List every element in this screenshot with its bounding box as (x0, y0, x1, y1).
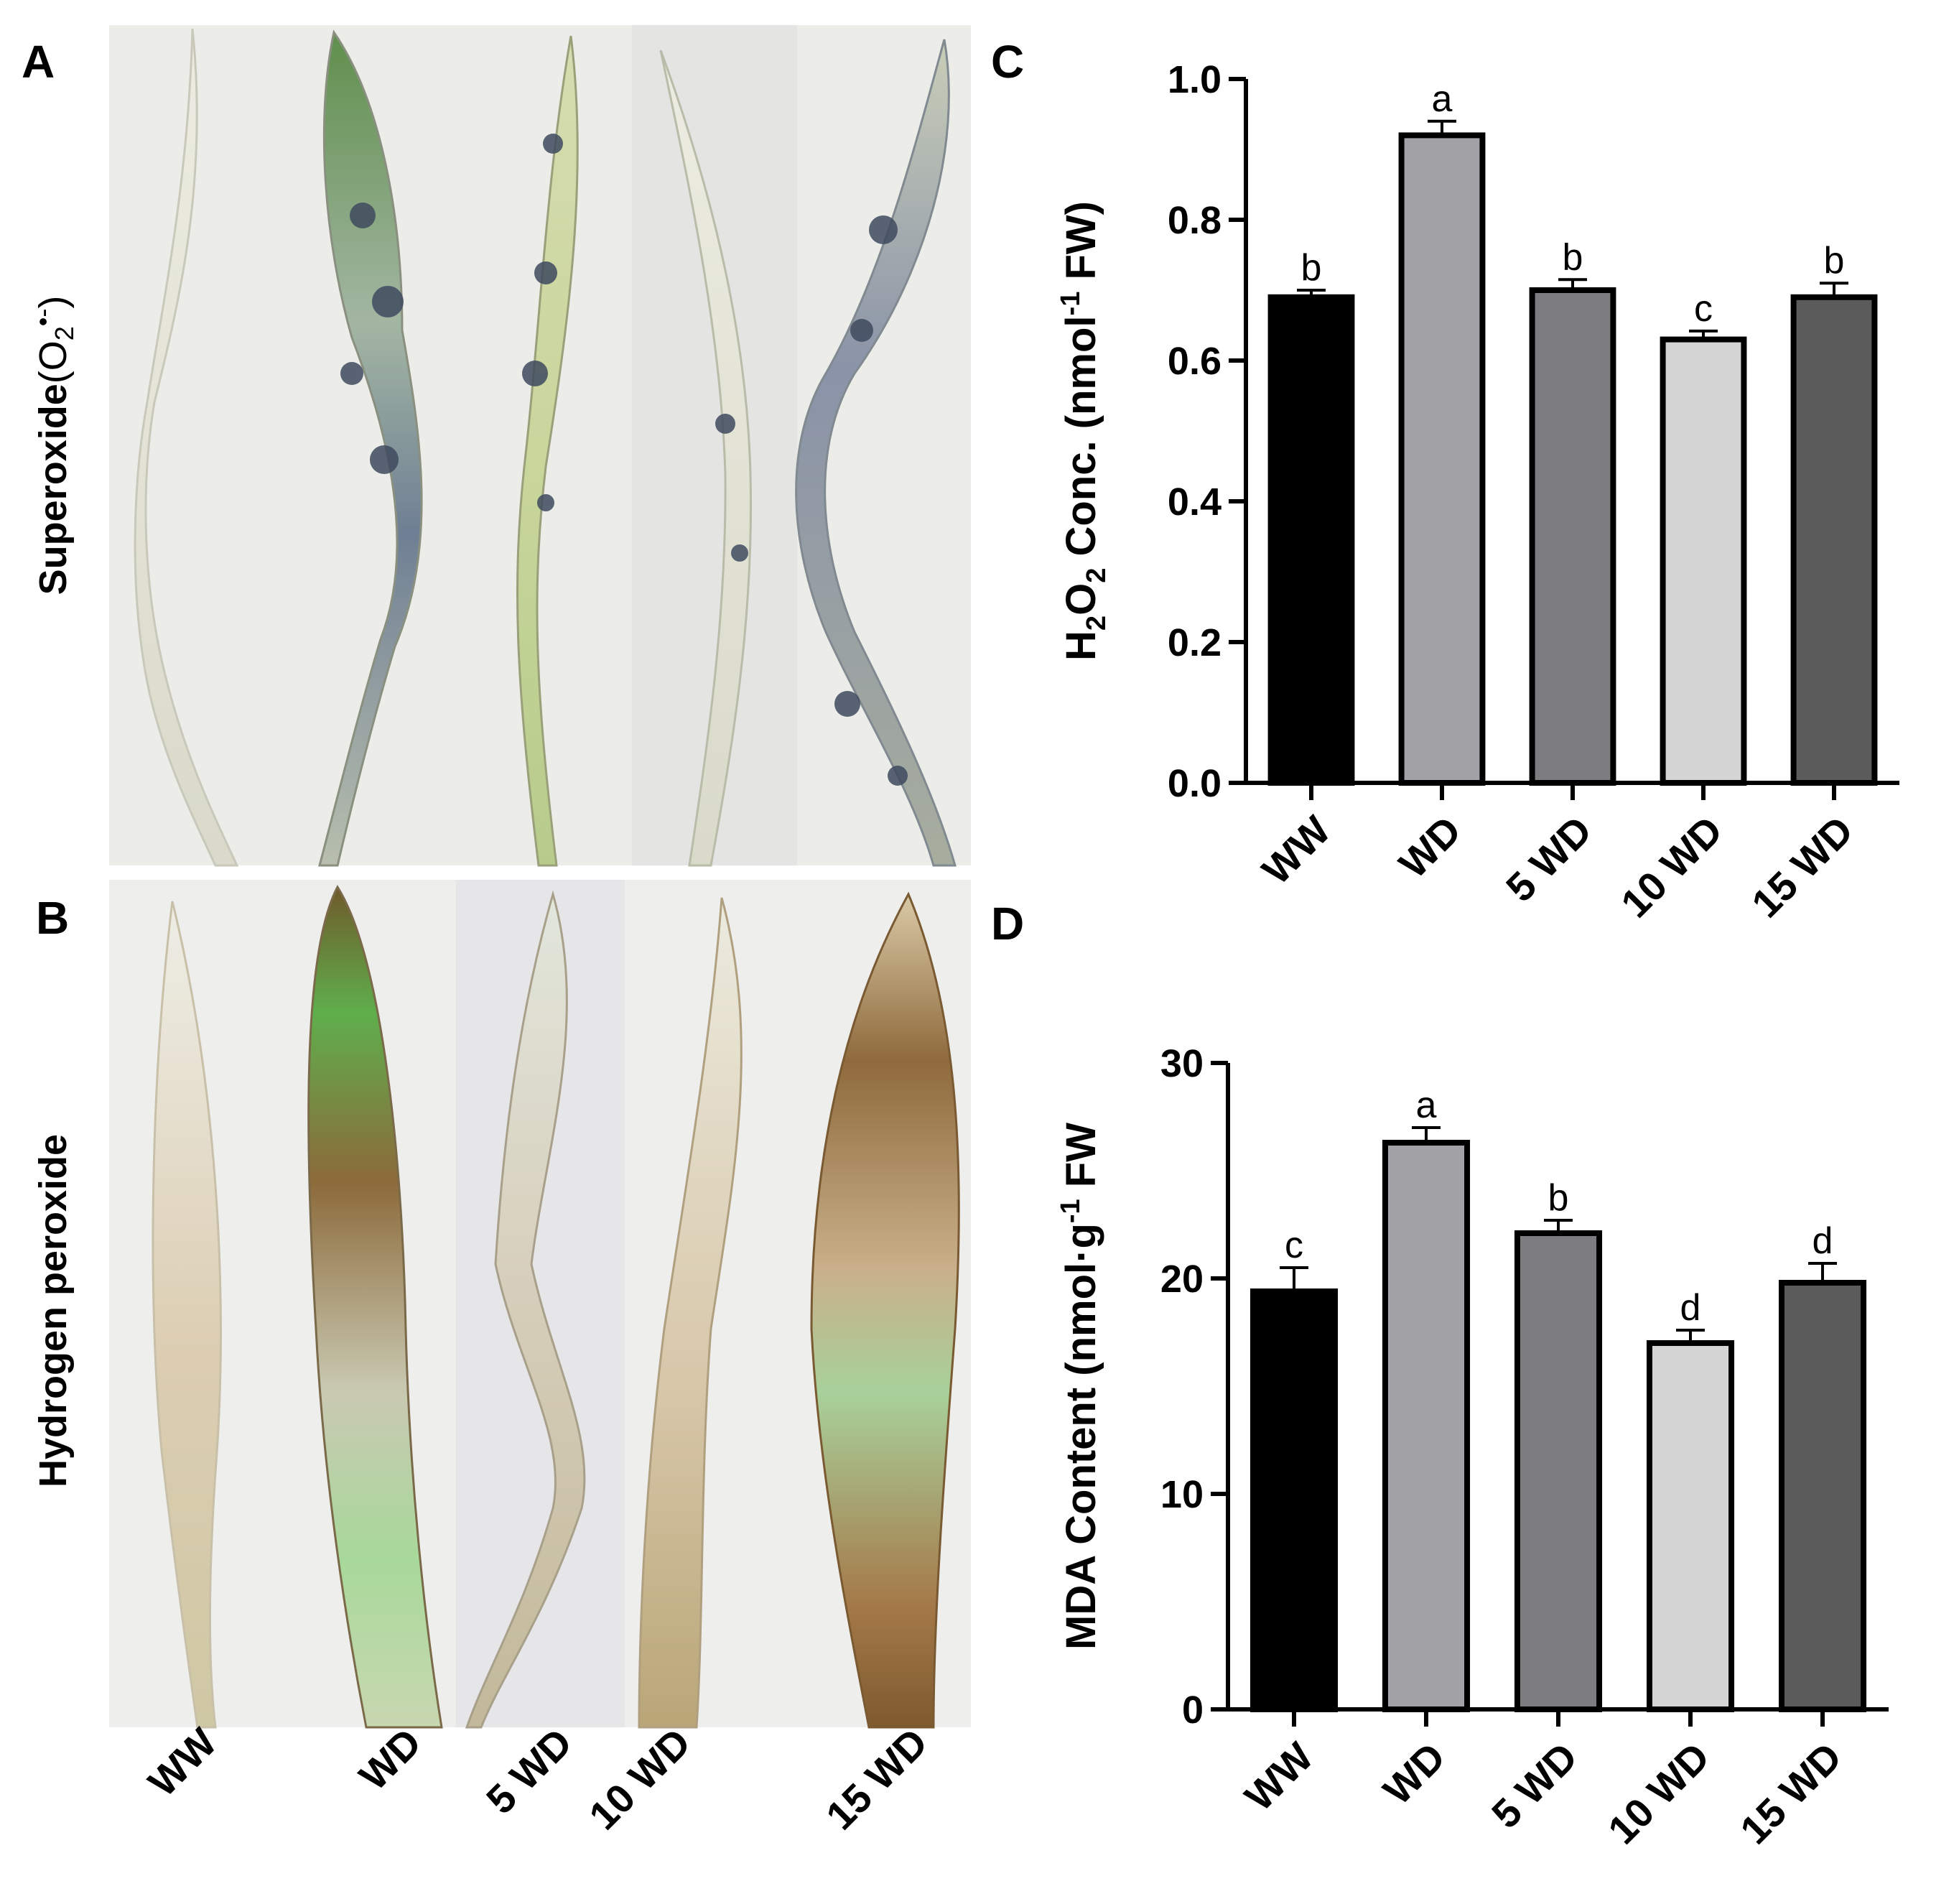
chart-c-ylabel: H2O2 Conc. (nmol-1 FW) (1056, 201, 1112, 661)
stain-spot (715, 414, 735, 434)
chart-d-y-tick-label: 30 (1160, 1042, 1204, 1085)
photo-category-label: 5 WD (478, 1719, 581, 1823)
chart-c-bar (1398, 132, 1486, 786)
panel-letter-c: C (991, 36, 1024, 88)
chart-c-x-tick-label: WW (1253, 807, 1339, 893)
row-a-label-sup: •- (28, 309, 57, 327)
chart-c-y-tick-label: 1.0 (1168, 58, 1222, 101)
stain-spot (537, 494, 554, 511)
stain-spot (888, 766, 908, 786)
chart-d-x-tick-label: WW (1236, 1734, 1321, 1819)
chart-c: 0.0 0.2 0.4 0.6 0.8 1.0 b WW a WD b 5 WD c 10 WD b 15 W… (1168, 58, 1899, 927)
panel-letter-b: B (36, 892, 69, 944)
photo-category-label: 10 WD (580, 1719, 699, 1839)
chart-d-ylabel-part: FW (1058, 1123, 1104, 1199)
stain-spot (834, 691, 860, 717)
row-b-label: Hydrogen peroxide (32, 1134, 75, 1487)
row-a-label: Superoxide(O2•-) (28, 296, 79, 595)
chart-c-ylabel-part: O (1058, 583, 1104, 616)
leaf-b-10wd (638, 897, 743, 1729)
photo-panel-a (109, 25, 971, 867)
stain-spot (372, 286, 404, 317)
chart-d-significance-label: b (1548, 1177, 1569, 1219)
chart-c-significance-label: c (1694, 288, 1713, 330)
chart-c-significance-label: b (1563, 236, 1583, 278)
chart-d-significance-label: d (1680, 1287, 1701, 1329)
chart-c-ylabel-part: H (1058, 631, 1104, 661)
chart-c-significance-label: b (1301, 247, 1322, 289)
leaf-b-15wd (810, 891, 960, 1729)
row-a-label-close: ) (32, 296, 75, 309)
stain-spot (869, 215, 898, 244)
chart-d-ylabel-part: -1 (1056, 1199, 1086, 1223)
panel-letter-a: A (22, 36, 55, 88)
chart-c-bar (1790, 294, 1878, 786)
chart-c-bar (1660, 336, 1747, 786)
photo-panel-b (109, 880, 971, 1729)
chart-d-y-tick-label: 0 (1182, 1689, 1204, 1732)
chart-c-x-tick-label: 15 WD (1743, 807, 1862, 927)
chart-c-ylabel-part: FW) (1058, 201, 1104, 292)
chart-d-significance-label: d (1813, 1220, 1833, 1262)
leaf-b-ww (152, 901, 222, 1729)
chart-c-y-tick-label: 0.8 (1168, 199, 1222, 242)
chart-c-y-tick-label: 0.4 (1168, 480, 1222, 524)
chart-d: 0 10 20 30 c WW a WD b 5 WD d 10 WD d 15 WD (1160, 1042, 1889, 1853)
row-a-label-main: Superoxide (32, 384, 75, 595)
chart-c-ylabel-part: -1 (1056, 292, 1086, 316)
chart-c-ylabel-part: Conc. (nmol (1058, 315, 1104, 567)
chart-c-x-tick-label: WD (1390, 807, 1470, 887)
chart-d-significance-label: c (1285, 1225, 1303, 1266)
chart-d-bar (1646, 1340, 1735, 1712)
row-a-label-sub: 2 (50, 326, 79, 340)
leaf-a-5wd (516, 35, 579, 867)
chart-d-significance-label: a (1416, 1085, 1437, 1126)
chart-d-bar (1382, 1140, 1471, 1712)
leaf-a-10wd (659, 50, 753, 867)
chart-d-x-tick-label: 10 WD (1599, 1734, 1718, 1853)
leaf-b-wd (307, 884, 443, 1729)
chart-c-significance-label: a (1432, 78, 1453, 120)
stain-spots-a (340, 134, 908, 786)
photo-category-label: WD (350, 1719, 430, 1799)
chart-c-bar (1267, 294, 1355, 786)
stain-spot (850, 319, 873, 342)
photo-category-labels: WW WD 5 WD 10 WD 15 WD (139, 1719, 936, 1839)
chart-c-x-tick-label: 5 WD (1497, 807, 1601, 911)
leaf-b-5wd (465, 890, 586, 1729)
chart-c-bar (1529, 287, 1616, 786)
chart-d-x-tick-label: 15 WD (1731, 1734, 1851, 1853)
stain-spot (522, 361, 548, 386)
chart-d-bar (1250, 1288, 1339, 1712)
photo-category-label: 15 WD (817, 1719, 936, 1839)
stain-spot (370, 445, 399, 474)
stain-spot (340, 362, 363, 385)
chart-c-y-tick-label: 0.0 (1168, 762, 1222, 805)
stain-spot (534, 261, 557, 284)
panel-letter-d: D (991, 898, 1024, 949)
chart-d-ylabel-part: MDA Content (nmol·g (1058, 1223, 1104, 1650)
chart-d-y-tick-label: 10 (1160, 1473, 1204, 1516)
chart-d-ylabel: MDA Content (nmol·g-1 FW (1056, 1123, 1104, 1650)
chart-c-y-tick-label: 0.2 (1168, 621, 1222, 664)
stain-spot (543, 134, 563, 154)
chart-d-bar (1778, 1280, 1867, 1712)
chart-d-x-tick-label: WD (1374, 1734, 1454, 1814)
chart-c-ylabel-part: 2 (1081, 616, 1112, 631)
stain-spot (350, 203, 376, 228)
chart-d-x-tick-label: 5 WD (1483, 1734, 1586, 1837)
chart-c-ylabel-part: 2 (1081, 568, 1112, 583)
photo-category-label: WW (139, 1719, 225, 1805)
chart-c-x-tick-label: 10 WD (1612, 807, 1731, 927)
chart-d-bar (1514, 1230, 1603, 1712)
leaf-a-15wd (795, 39, 957, 867)
chart-c-significance-label: b (1824, 240, 1845, 282)
chart-d-y-tick-label: 20 (1160, 1258, 1204, 1301)
leaf-a-ww (134, 28, 239, 867)
chart-c-y-tick-label: 0.6 (1168, 340, 1222, 383)
leaf-a-wd (318, 29, 423, 867)
row-a-label-open: (O (32, 340, 75, 384)
stain-spot (731, 544, 748, 562)
